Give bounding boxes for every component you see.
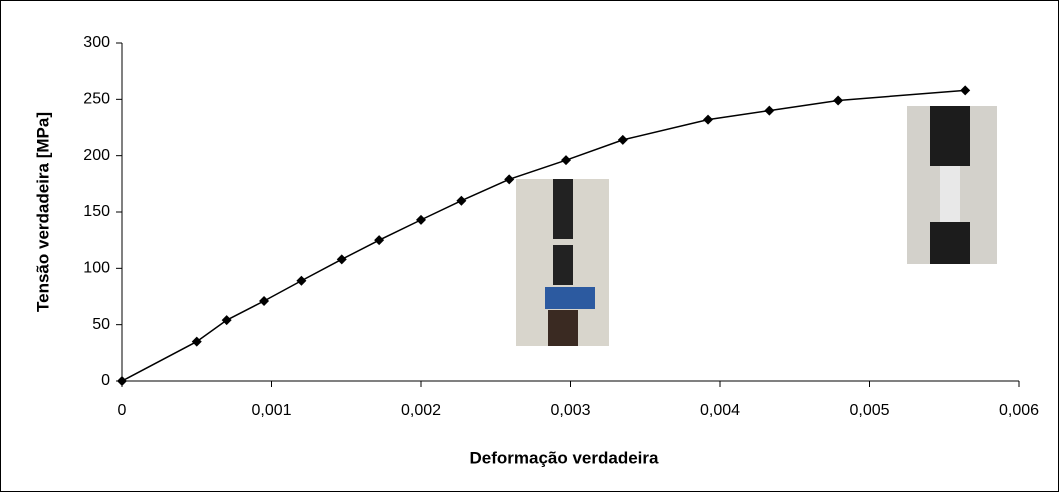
y-tick-label: 150 <box>83 203 110 220</box>
x-tick-label: 0,004 <box>700 402 740 419</box>
x-tick-label: 0,001 <box>251 402 291 419</box>
y-tick-label: 200 <box>83 147 110 164</box>
y-tick-label: 50 <box>92 316 110 333</box>
x-tick-label: 0,005 <box>849 402 889 419</box>
y-axis-label: Tensão verdadeira [MPa] <box>33 112 52 312</box>
x-tick-label: 0,003 <box>550 402 590 419</box>
x-axis-label: Deformação verdadeira <box>470 448 660 467</box>
chart: Deformação verdadeira Tensão verdadeira … <box>0 0 1060 493</box>
y-tick-label: 300 <box>83 34 110 51</box>
y-tick-label: 100 <box>83 260 110 277</box>
photo-inset <box>907 106 997 264</box>
photo-inset <box>516 179 609 346</box>
x-tick-label: 0,006 <box>999 402 1039 419</box>
x-tick-label: 0,002 <box>401 402 441 419</box>
y-tick-label: 250 <box>83 91 110 108</box>
y-tick-label: 0 <box>101 372 110 389</box>
x-tick-label: 0 <box>118 402 127 419</box>
